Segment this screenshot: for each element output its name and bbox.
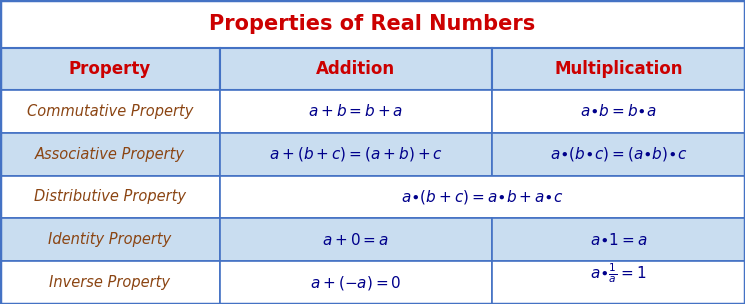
Bar (0, 176, 220, 218)
Bar (492, 261, 745, 304)
Bar (492, 90, 745, 133)
Text: $a{\bullet}(b+c)=a{\bullet}b+a{\bullet}c$: $a{\bullet}(b+c)=a{\bullet}b+a{\bullet}c… (401, 188, 564, 206)
Bar (220, 218, 492, 261)
Bar (220, 176, 745, 218)
Text: Identity Property: Identity Property (48, 232, 171, 247)
Bar (0, 218, 220, 261)
Text: $a{\bullet}\frac{1}{a}=1$: $a{\bullet}\frac{1}{a}=1$ (590, 262, 647, 285)
Text: Associative Property: Associative Property (35, 147, 185, 162)
Text: Property: Property (69, 60, 151, 78)
Bar (220, 133, 492, 176)
Bar (220, 261, 492, 304)
Bar (492, 48, 745, 90)
Bar (0, 261, 220, 304)
Text: Multiplication: Multiplication (554, 60, 682, 78)
Text: Addition: Addition (316, 60, 396, 78)
Bar (0, 48, 220, 90)
Text: Commutative Property: Commutative Property (27, 104, 193, 119)
Text: $a+b=b+a$: $a+b=b+a$ (308, 103, 403, 119)
Text: $a{\bullet}1=a$: $a{\bullet}1=a$ (589, 232, 647, 248)
Bar (0, 133, 220, 176)
Bar (220, 90, 492, 133)
Bar (492, 133, 745, 176)
Text: $a{\bullet}b=b{\bullet}a$: $a{\bullet}b=b{\bullet}a$ (580, 103, 657, 119)
Bar (220, 48, 492, 90)
Bar (0, 0, 745, 48)
Text: $a{\bullet}(b{\bullet}c)=(a{\bullet}b){\bullet}c$: $a{\bullet}(b{\bullet}c)=(a{\bullet}b){\… (550, 145, 687, 163)
Text: Properties of Real Numbers: Properties of Real Numbers (209, 14, 536, 34)
Bar (0, 90, 220, 133)
Text: Inverse Property: Inverse Property (49, 275, 171, 290)
Text: $a+(-a)=0$: $a+(-a)=0$ (310, 274, 402, 292)
Text: Distributive Property: Distributive Property (34, 189, 186, 205)
Bar (492, 218, 745, 261)
Text: $a+0=a$: $a+0=a$ (323, 232, 389, 248)
Text: $a+(b+c)=(a+b)+c$: $a+(b+c)=(a+b)+c$ (269, 145, 443, 163)
